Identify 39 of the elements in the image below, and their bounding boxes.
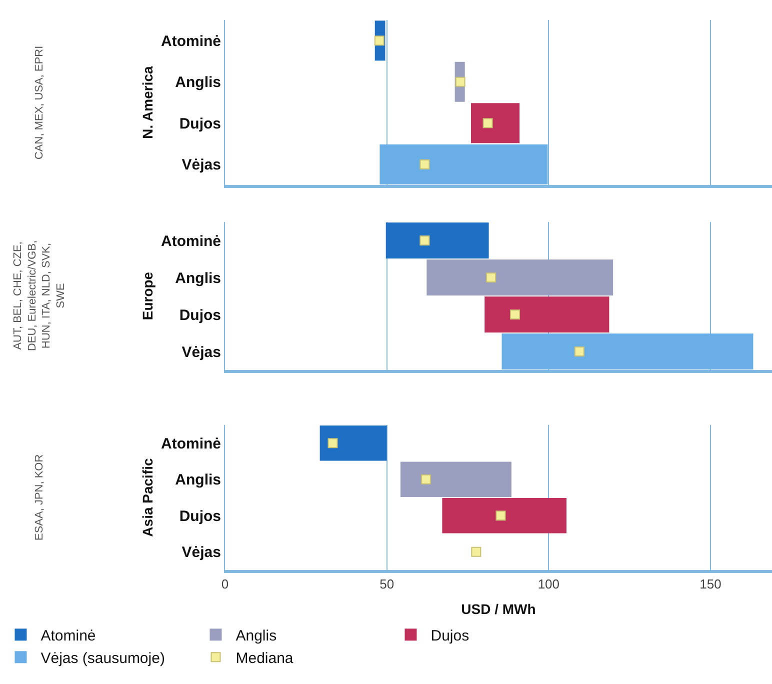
y-tick-label: Atominė xyxy=(161,232,221,250)
point xyxy=(420,159,430,170)
y-tick-label: Dujos xyxy=(179,508,221,525)
point xyxy=(486,272,496,282)
y-tick-label: Vėjas xyxy=(182,544,221,562)
legend-label: Atominė xyxy=(40,627,96,644)
point xyxy=(455,76,466,87)
y-axis-title: Asia Pacific xyxy=(140,458,156,537)
point xyxy=(574,346,584,356)
y-tick-label: Dujos xyxy=(179,115,221,132)
x-tick-label: 100 xyxy=(538,576,560,592)
point xyxy=(496,510,506,521)
x-axis-title: USD / MWh xyxy=(461,600,536,617)
legend-label: Vėjas (sausumoje) xyxy=(40,650,165,667)
text: CAN, MEX, USA, EPRI xyxy=(34,46,46,160)
y-tick-label: Anglis xyxy=(175,472,221,489)
legend-label: Dujos xyxy=(430,627,470,644)
text: ESAA, JPN, KOR xyxy=(34,454,46,541)
y-tick-label: Vėjas xyxy=(182,344,221,361)
x-tick-label: 150 xyxy=(700,576,722,592)
y-tick-label: Dujos xyxy=(179,306,221,324)
legend-label: Mediana xyxy=(236,650,294,667)
y-axis-title: N. America xyxy=(140,66,156,139)
point xyxy=(471,546,482,557)
y-tick-label: Anglis xyxy=(175,74,221,92)
y-tick-label: Vėjas xyxy=(182,156,221,174)
point xyxy=(420,236,430,246)
point xyxy=(482,118,493,128)
x-tick-label: 0 xyxy=(221,576,229,592)
y-tick-label: Anglis xyxy=(175,270,221,287)
y-axis-title: Europe xyxy=(140,272,156,320)
x-tick-label: 50 xyxy=(380,576,394,592)
y-tick-label: Atominė xyxy=(161,32,221,50)
point xyxy=(328,438,338,448)
point xyxy=(421,474,431,484)
text: AUT, BEL, CHE, CZE, DEU, Eurelectric/VGB, HUN, ITA, NLD, SVK, SWE xyxy=(12,240,67,352)
legend-label: Anglis xyxy=(236,627,277,644)
point xyxy=(510,310,520,320)
y-tick-label: Atominė xyxy=(161,435,221,452)
